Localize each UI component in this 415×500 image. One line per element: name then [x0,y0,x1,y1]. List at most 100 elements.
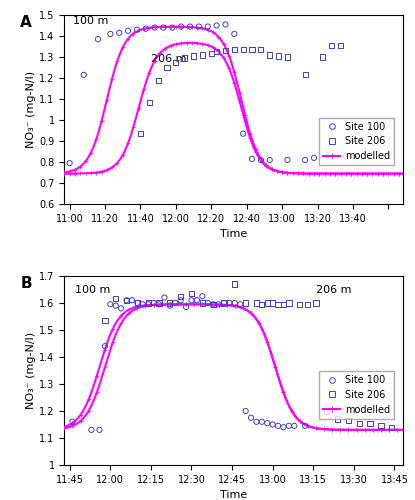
Point [66,159,73,167]
Point [161,294,168,302]
Point [215,300,222,308]
Point [302,156,308,164]
Point [264,419,271,427]
Point [172,299,178,307]
Text: 100 m: 100 m [73,16,109,26]
Point [269,299,276,307]
Point [232,299,238,307]
Point [266,51,273,59]
Point [388,423,395,431]
Point [378,422,384,430]
Point [249,155,255,163]
Point [253,418,260,426]
Point [210,300,217,308]
Text: 206 m: 206 m [151,54,187,64]
Point [213,48,220,56]
Point [367,419,374,427]
Point [264,299,271,307]
Point [296,300,303,308]
Point [134,299,141,307]
Point [188,290,195,298]
Point [240,130,247,138]
Point [213,22,220,30]
Point [222,20,229,28]
Point [123,296,130,304]
Point [286,299,292,307]
Point [150,299,157,307]
Point [280,300,287,308]
Point [323,407,330,415]
Point [155,76,161,84]
Point [237,300,244,308]
Point [107,300,114,308]
Point [232,280,238,288]
Point [240,46,247,54]
Point [156,300,162,308]
Point [134,299,141,307]
Point [199,51,206,59]
Legend: Site 100, Site 206, modelled: Site 100, Site 206, modelled [319,118,394,165]
Point [284,53,291,61]
X-axis label: Time: Time [220,230,247,239]
Point [328,42,335,50]
Point [177,296,184,304]
Point [284,156,291,164]
Point [151,24,158,32]
Point [258,156,264,164]
Point [221,299,227,307]
Point [134,26,140,34]
Point [266,156,273,164]
Point [102,316,108,324]
Point [166,299,173,307]
Point [345,416,352,424]
Point [193,296,200,304]
Point [280,423,287,431]
Point [305,300,311,308]
Point [177,292,184,300]
X-axis label: Time: Time [220,490,247,500]
Point [95,35,101,43]
Point [210,300,217,308]
Point [125,27,132,35]
Point [183,303,189,311]
Point [102,342,108,350]
Point [253,299,260,307]
Point [242,407,249,415]
Point [312,299,319,307]
Point [139,300,146,308]
Point [302,422,308,430]
Point [337,42,344,50]
Point [269,420,276,428]
Point [88,426,95,434]
Text: 100 m: 100 m [75,286,110,296]
Point [275,52,282,60]
Point [112,295,119,303]
Point [190,52,197,60]
Legend: Site 100, Site 206, modelled: Site 100, Site 206, modelled [319,371,394,418]
Point [156,299,162,307]
Point [118,304,124,312]
Point [160,24,167,32]
Point [356,419,363,427]
Point [226,299,233,307]
Point [205,299,211,307]
Point [69,418,76,426]
Point [187,22,193,30]
Point [302,71,308,79]
Y-axis label: NO₃⁻ (mg-N/l): NO₃⁻ (mg-N/l) [27,332,37,409]
Point [112,302,119,310]
Point [142,24,149,32]
Point [199,299,206,307]
Point [178,22,185,30]
Point [169,24,176,32]
Point [199,292,206,300]
Point [195,22,202,30]
Point [334,415,341,423]
Point [242,299,249,307]
Point [259,418,265,426]
Text: A: A [20,15,32,30]
Point [221,299,227,307]
Point [231,30,238,38]
Point [166,302,173,310]
Point [137,130,144,138]
